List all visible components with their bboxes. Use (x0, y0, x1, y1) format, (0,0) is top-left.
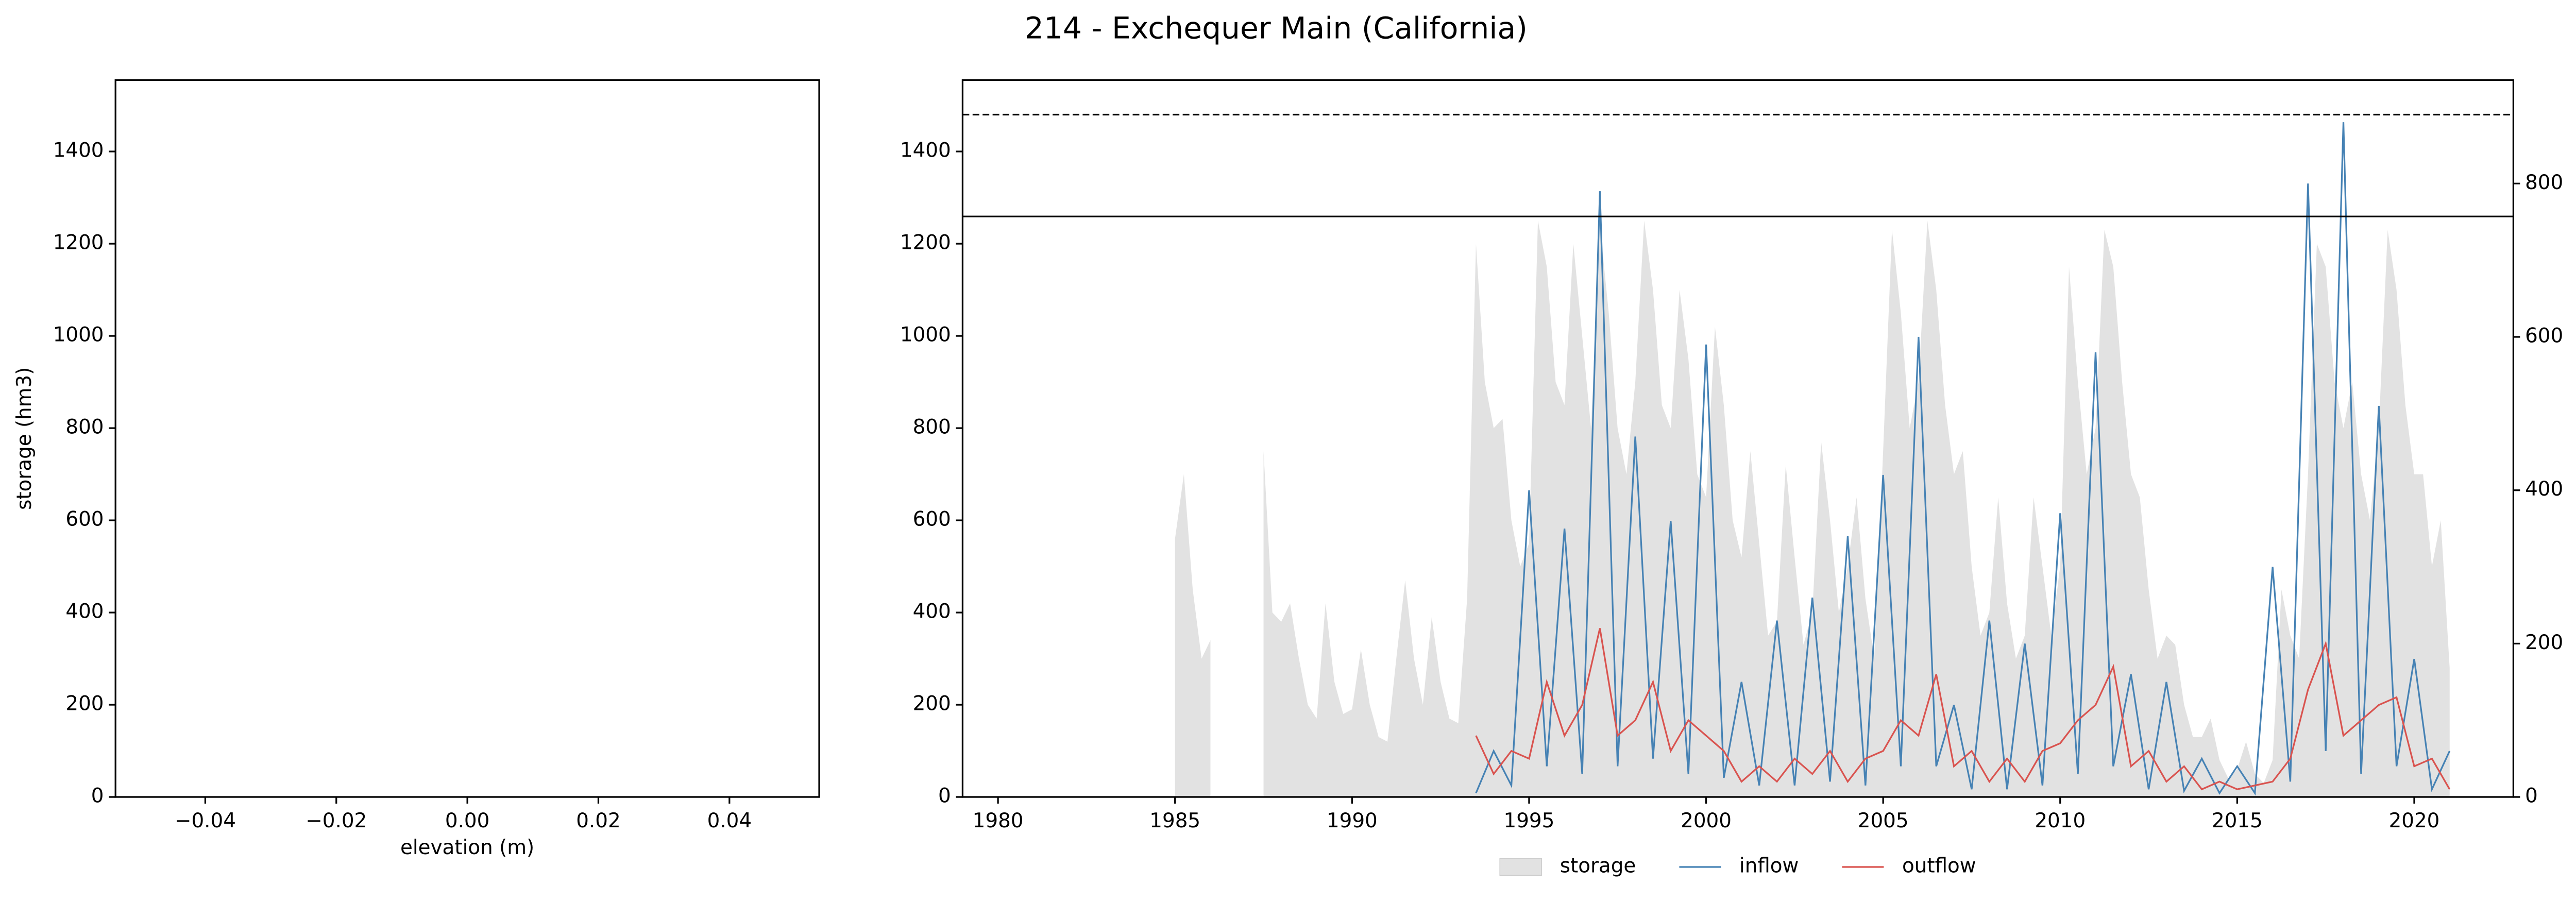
x-tick-label: 2010 (2035, 809, 2086, 832)
legend-item: outflow (1842, 855, 1976, 878)
y-tick-label: 1400 (900, 139, 951, 162)
y2-tick-label: 800 (2525, 171, 2563, 194)
x-tick-label: 0.02 (576, 809, 620, 832)
y-tick-label: 200 (913, 692, 951, 716)
x-tick-label: 1985 (1149, 809, 1200, 832)
y-tick-label: 600 (913, 508, 951, 531)
figure-title: 214 - Exchequer Main (California) (1025, 10, 1528, 45)
x-tick-label: 1980 (973, 809, 1024, 832)
y2-tick-label: 0 (2525, 785, 2538, 808)
x-tick-label: 1995 (1504, 809, 1555, 832)
y-tick-label: 1400 (53, 139, 104, 162)
y-tick-label: 200 (65, 692, 104, 716)
legend-label: outflow (1902, 855, 1976, 878)
x-tick-label: 0.04 (707, 809, 752, 832)
legend-label: inflow (1739, 855, 1799, 878)
y-tick-label: 800 (65, 416, 104, 439)
x-tick-label: −0.04 (175, 809, 236, 832)
y-tick-label: 1200 (53, 231, 104, 254)
x-tick-label: 1990 (1327, 809, 1378, 832)
x-tick-label: 0.00 (445, 809, 489, 832)
x-tick-label: 2005 (1858, 809, 1909, 832)
inflow-line (1475, 122, 2451, 796)
outflow-line (1475, 628, 2451, 791)
y-tick-label: 400 (913, 600, 951, 623)
x-tick-label: 2020 (2389, 809, 2440, 832)
y2-tick-label: 200 (2525, 631, 2563, 654)
storage-area (1263, 220, 2450, 797)
y-tick-label: 400 (65, 600, 104, 623)
y2-tick-label: 400 (2525, 478, 2563, 501)
x-axis-label: elevation (m) (400, 836, 534, 859)
x-tick-label: 2015 (2212, 809, 2263, 832)
x-tick-label: 2000 (1681, 809, 1732, 832)
y-tick-label: 1000 (53, 324, 104, 347)
y-tick-label: 800 (913, 416, 951, 439)
legend-swatch (1499, 858, 1542, 876)
x-tick-label: −0.02 (306, 809, 367, 832)
y-tick-label: 1200 (900, 231, 951, 254)
plot-area (1175, 122, 2451, 797)
legend-item: inflow (1679, 855, 1799, 878)
legend-item: storage (1499, 855, 1636, 878)
y-tick-label: 0 (938, 785, 951, 808)
axes-frame (961, 79, 2515, 798)
y-tick-label: 1000 (900, 324, 951, 347)
legend-label: storage (1560, 855, 1636, 878)
y-tick-label: 600 (65, 508, 104, 531)
legend: storage inflow outflow (1499, 855, 1976, 878)
y-tick-label: 0 (91, 785, 104, 808)
y-axis-label: storage (hm3) (13, 367, 36, 510)
storage-area (1175, 474, 1211, 797)
y2-tick-label: 600 (2525, 325, 2563, 348)
